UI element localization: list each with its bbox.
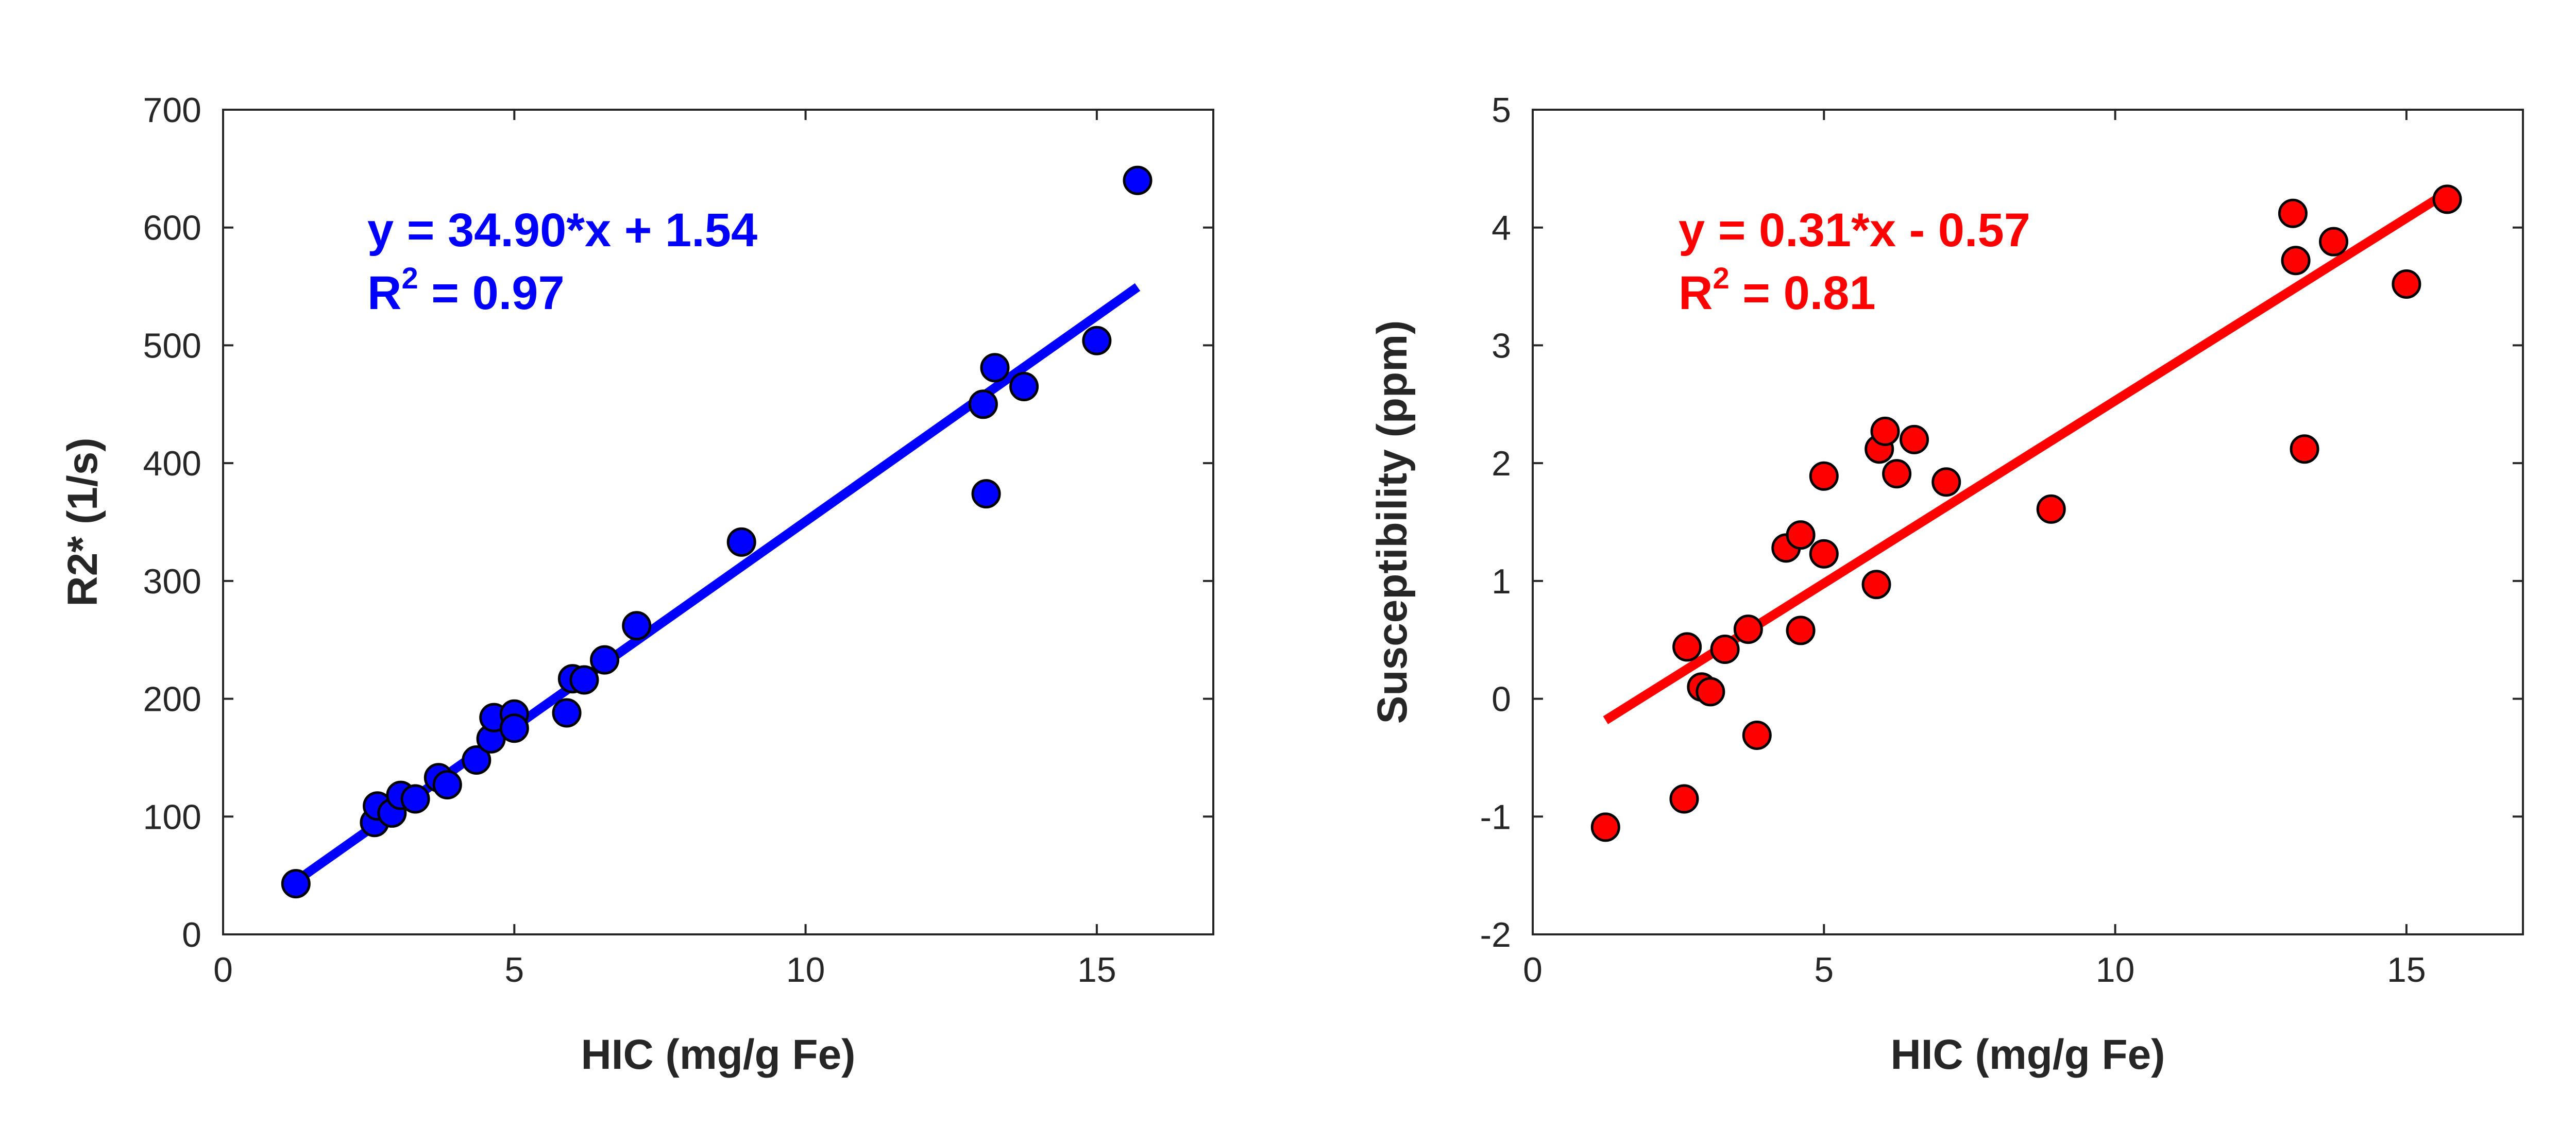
data-point — [569, 665, 599, 695]
data-point — [1590, 812, 1620, 842]
y-axis-title: Susceptibility (ppm) — [1369, 320, 1416, 724]
data-point — [2392, 269, 2421, 299]
x-tick-label: 10 — [786, 950, 825, 990]
data-point — [432, 770, 462, 800]
data-point — [2432, 184, 2462, 214]
x-tick-label: 5 — [504, 950, 524, 990]
y-tick-label: 0 — [1492, 680, 1511, 719]
data-point — [1710, 635, 1740, 664]
data-point — [2278, 198, 2308, 228]
y-tick-label: 2 — [1492, 444, 1511, 483]
data-point — [1123, 165, 1153, 195]
data-point — [968, 389, 998, 419]
data-point — [1900, 424, 1929, 454]
y-tick-label: 4 — [1492, 209, 1511, 248]
x-tick-label: 10 — [2096, 950, 2135, 990]
y-tick-label: 200 — [143, 680, 201, 719]
x-axis-title: HIC (mg/g Fe) — [581, 1031, 856, 1078]
y-tick-label: 0 — [182, 915, 201, 954]
data-point — [552, 698, 582, 728]
data-point — [971, 479, 1001, 509]
chart-panel-1: 0 5 10 15 0 100 200 300 400 500 600 700 HIC (mg/g Fe… — [59, 91, 1214, 1078]
data-point — [1082, 326, 1112, 355]
chart-panel-2: 0 5 10 15 -2 -1 0 1 2 3 4 5 HIC (mg/g Fe) Susceptibil… — [1369, 91, 2524, 1078]
plot-frame — [222, 109, 1214, 935]
r2-exponent: 2 — [1713, 262, 1729, 295]
data-point — [1870, 416, 1900, 446]
r2-prefix: R — [367, 267, 401, 319]
data-point — [2319, 227, 2349, 257]
fit-r-squared: R2 = 0.81 — [1679, 262, 1876, 319]
r2-value: = 0.81 — [1730, 267, 1876, 319]
y-tick-label: 3 — [1492, 326, 1511, 365]
r2-prefix: R — [1679, 267, 1713, 319]
data-point — [1809, 461, 1839, 491]
fit-equation: y = 0.31*x - 0.57 — [1679, 204, 2030, 257]
y-tick-label: 500 — [143, 326, 201, 365]
plot-frame — [1532, 109, 2524, 935]
data-point — [1861, 570, 1891, 600]
x-tick-label: 0 — [213, 950, 233, 990]
data-point — [462, 745, 492, 775]
y-tick-label: 100 — [143, 797, 201, 837]
x-tick-label: 0 — [1523, 950, 1543, 990]
data-point — [1742, 720, 1772, 750]
r2-exponent: 2 — [401, 262, 418, 295]
data-point — [726, 527, 756, 557]
fit-r-squared: R2 = 0.97 — [367, 262, 565, 319]
data-point — [400, 784, 430, 814]
data-point — [1786, 616, 1816, 645]
fit-equation: y = 34.90*x + 1.54 — [367, 204, 757, 257]
data-point — [1786, 520, 1816, 550]
y-tick-label: 300 — [143, 562, 201, 601]
y-tick-label: 1 — [1492, 562, 1511, 601]
y-tick-label: 700 — [143, 91, 201, 130]
y-tick-label: 5 — [1492, 91, 1511, 130]
x-tick-label: 5 — [1814, 950, 1834, 990]
data-point — [2281, 246, 2311, 276]
data-point — [622, 611, 652, 641]
data-point — [1672, 632, 1702, 662]
x-axis-title: HIC (mg/g Fe) — [1891, 1031, 2165, 1078]
data-point — [1931, 467, 1961, 497]
y-axis-title: R2* (1/s) — [59, 437, 106, 606]
data-point — [281, 869, 311, 899]
y-tick-label: 400 — [143, 444, 201, 483]
y-tick-label: -1 — [1480, 797, 1511, 837]
data-point — [590, 645, 620, 675]
r2-value: = 0.97 — [418, 267, 565, 319]
data-point — [1009, 371, 1039, 401]
x-tick-label: 15 — [2387, 950, 2426, 990]
data-point — [1882, 459, 1912, 489]
data-point — [499, 713, 529, 743]
x-tick-label: 15 — [1077, 950, 1116, 990]
data-point — [2290, 434, 2319, 464]
data-point — [980, 353, 1010, 383]
data-point — [1696, 677, 1725, 707]
data-point — [2036, 494, 2066, 524]
data-point — [1733, 615, 1763, 644]
data-point — [1669, 784, 1699, 814]
data-point — [1809, 539, 1839, 569]
y-tick-label: -2 — [1480, 915, 1511, 954]
y-tick-label: 600 — [143, 209, 201, 248]
